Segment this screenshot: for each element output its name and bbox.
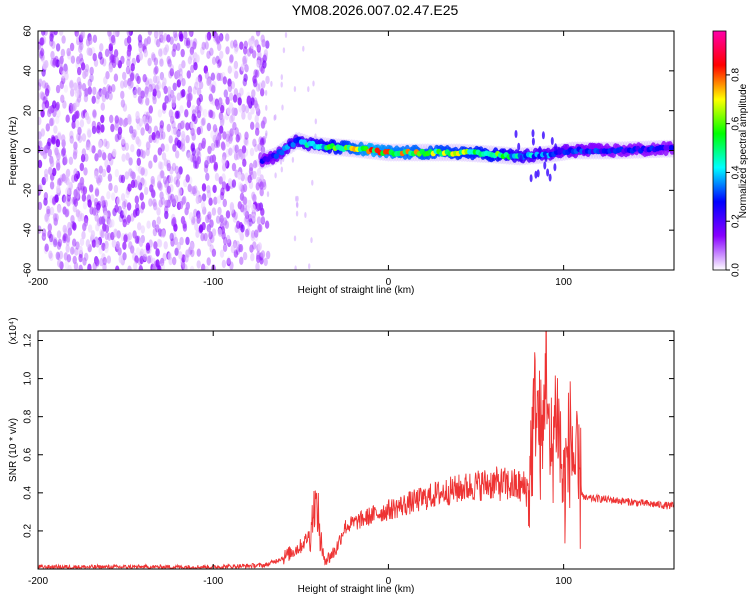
colorbar-tick-label: 0.8	[731, 68, 742, 82]
spectrogram-x-tick-label: 100	[555, 277, 572, 288]
chart-title: YM08.2026.007.02.47.E25	[292, 2, 459, 18]
spectrogram-y-tick-label: 20	[23, 105, 34, 117]
spectrogram-y-tick-label: 60	[23, 25, 34, 37]
spectrogram-y-tick-label: 40	[23, 65, 34, 77]
colorbar-ticks: 0.0 0.2 0.4 0.6 0.8	[726, 68, 742, 277]
snr-x-tick-label: 100	[555, 576, 572, 587]
snr-frame	[37, 330, 675, 570]
snr-y-tick-label: 0.8	[23, 409, 34, 423]
snr-series-line	[38, 331, 674, 569]
snr-y-tick-label: 0.2	[23, 524, 34, 538]
spectrogram-x-axis-label: Height of straight line (km)	[298, 285, 415, 296]
snr-y-tick-label: 1.0	[23, 371, 34, 385]
snr-y-tick-label: 1.2	[23, 333, 34, 347]
spectrogram-x-ticks: -200 -100 0 100	[28, 31, 572, 288]
spectrogram-x-tick-label: -100	[203, 277, 223, 288]
snr-x-ticks: -200 -100 0 100	[28, 331, 572, 587]
colorbar-label: Normalized spectral amplitude	[738, 83, 749, 218]
signal-band	[259, 129, 674, 183]
snr-x-axis-label: Height of straight line (km)	[298, 584, 415, 595]
spectrogram-plot: -200 -100 0 100 60 40 20 0 -20 -40 -60 Height of …	[8, 25, 675, 296]
spectrogram-y-tick-label: -20	[23, 183, 34, 198]
snr-plot: -200 -100 0 100 1.2 1.0 0.8 0.6 0.4 0.2 Height o…	[8, 317, 675, 595]
colorbar-tick-label: 0.4	[731, 165, 742, 179]
snr-y-tick-label: 0.4	[23, 485, 34, 499]
snr-x-tick-label: 0	[386, 576, 392, 587]
spectrogram-y-axis-label: Frequency (Hz)	[8, 117, 19, 186]
snr-x-tick-label: -200	[28, 576, 48, 587]
spectrogram-x-tick-label: -200	[28, 277, 48, 288]
snr-y-axis-label: SNR (10 * v/v)	[8, 418, 19, 482]
colorbar-tick-label: 0.6	[731, 116, 742, 130]
colorbar: 0.0 0.2 0.4 0.6 0.8 Normalized spectral ampl…	[712, 30, 749, 277]
snr-x-tick-label: -100	[203, 576, 223, 587]
colorbar-gradient	[712, 30, 727, 271]
spectrogram-y-ticks: 60 40 20 0 -20 -40 -60	[23, 25, 674, 277]
snr-scale-label: (x10⁴)	[8, 317, 19, 344]
snr-y-ticks: 1.2 1.0 0.8 0.6 0.4 0.2	[23, 333, 674, 538]
colorbar-tick-label: 0.0	[731, 263, 742, 277]
spectrogram-x-tick-label: 0	[386, 277, 392, 288]
spectrogram-y-tick-label: 0	[23, 147, 34, 153]
noise-region	[38, 31, 320, 270]
colorbar-tick-label: 0.2	[731, 214, 742, 228]
spectrogram-y-tick-label: -40	[23, 223, 34, 238]
spectrogram-y-tick-label: -60	[23, 262, 34, 277]
snr-y-tick-label: 0.6	[23, 447, 34, 461]
